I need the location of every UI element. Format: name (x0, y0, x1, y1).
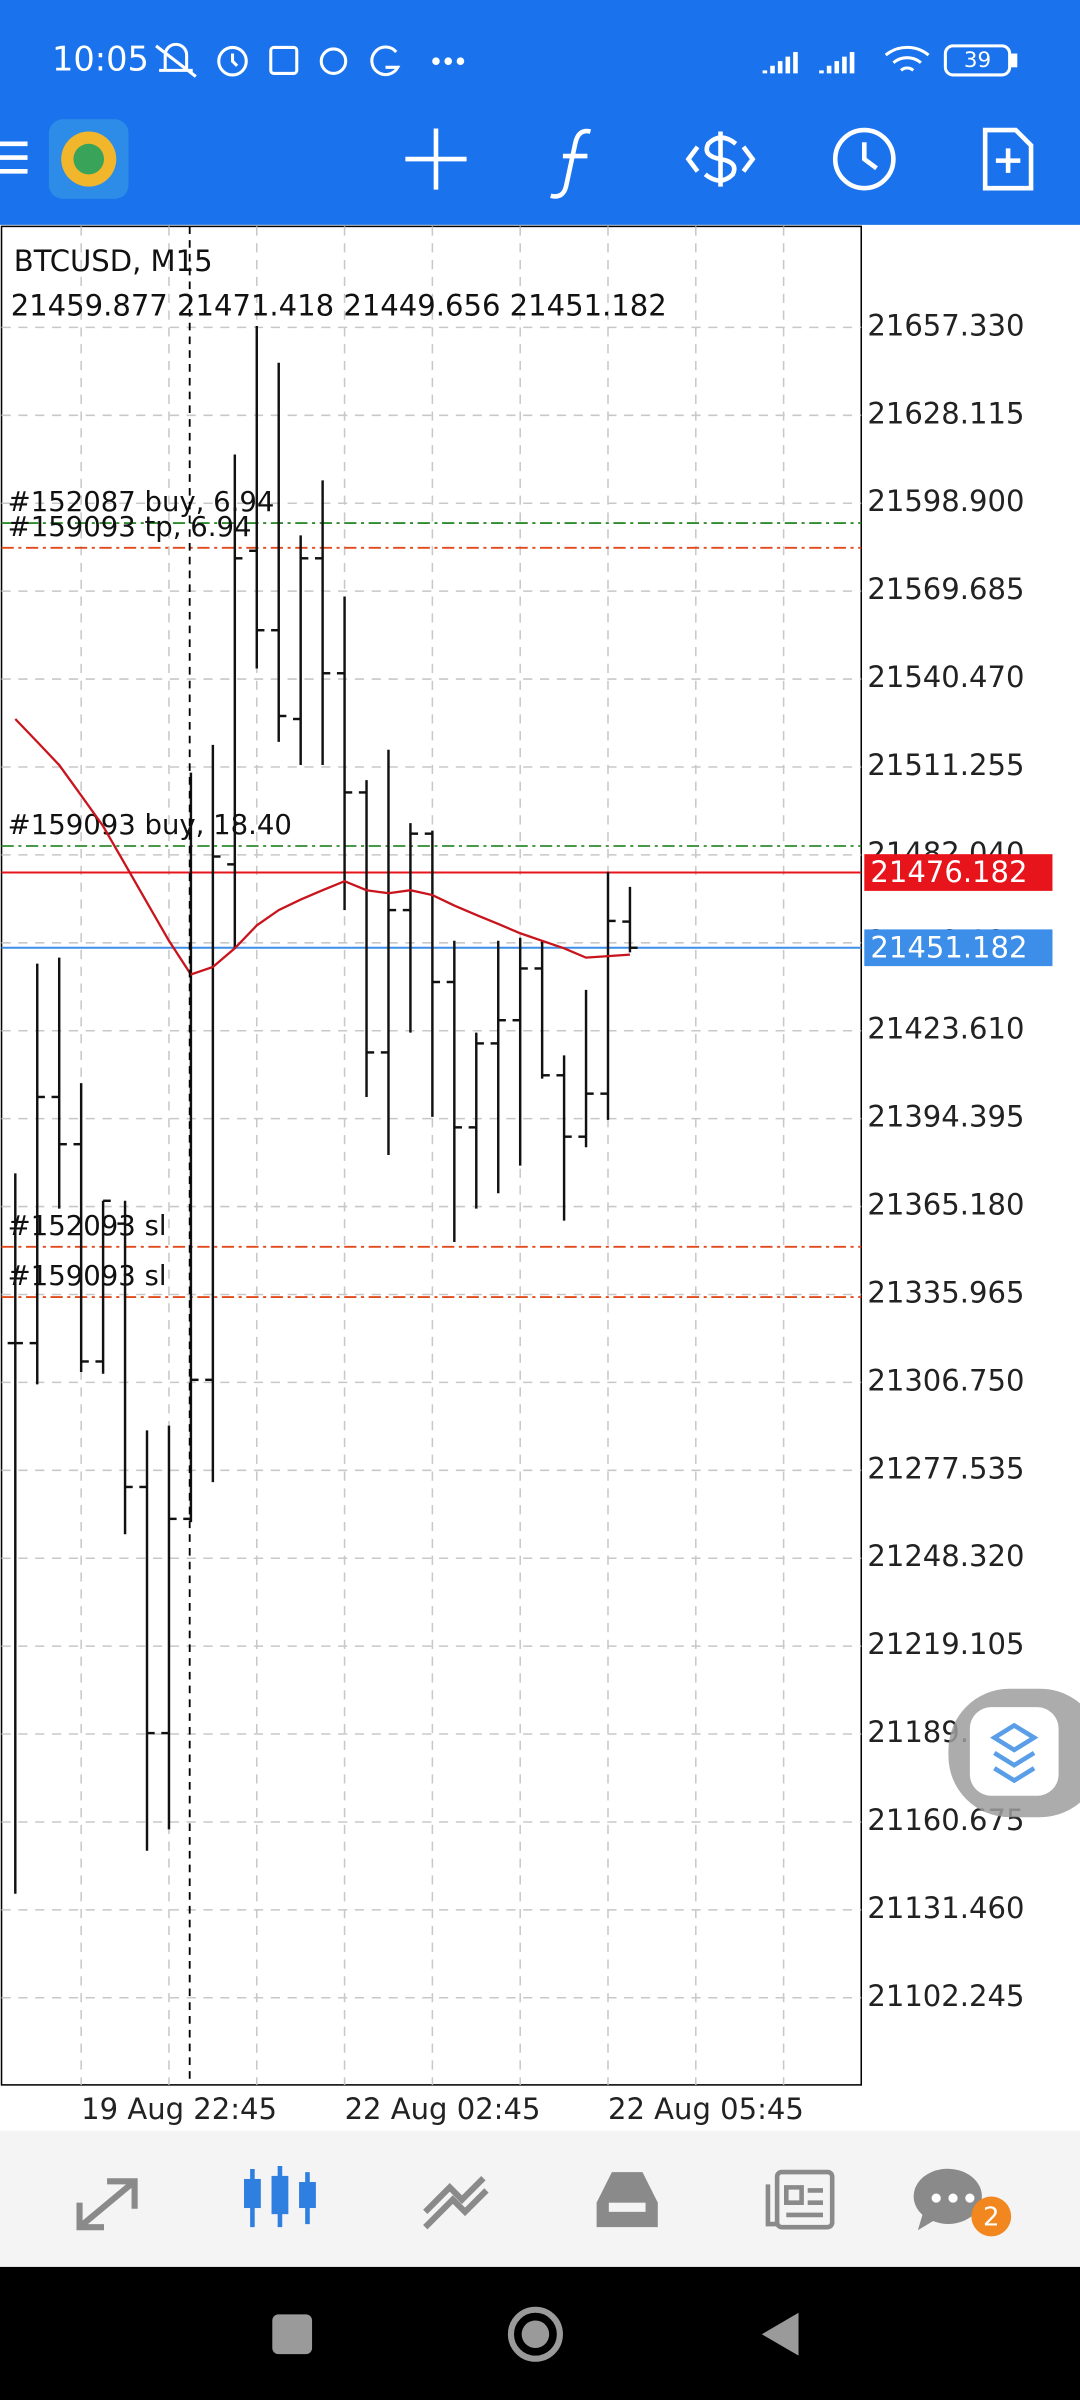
y-tick-label: 21657.330 (867, 308, 1024, 342)
assistant-bubble[interactable] (948, 1688, 1080, 1818)
y-tick-label: 21540.470 (867, 660, 1024, 694)
nav-chat[interactable] (913, 2168, 1012, 2237)
bid-price: 21476.182 (870, 855, 1027, 889)
x-tick-label: 22 Aug 05:45 (608, 2092, 804, 2126)
order-label: #152093 sl (8, 1210, 167, 1242)
ohlc-readout: 21459.877 21471.418 21449.656 21451.182 (11, 288, 667, 322)
nav-chart[interactable] (243, 2165, 316, 2228)
order-label: #159093 buy, 18.40 (8, 809, 292, 841)
toolbar-icons[interactable] (405, 127, 1034, 199)
x-tick-label: 19 Aug 22:45 (81, 2092, 277, 2126)
y-tick-label: 21277.535 (867, 1451, 1024, 1485)
battery-level: 39 (964, 48, 991, 73)
y-tick-label: 21628.115 (867, 396, 1024, 430)
ask-tag (864, 929, 1053, 967)
clock: 10:05 (52, 40, 149, 79)
recents-button[interactable] (272, 2314, 313, 2355)
order-label: #159093 tp, 6.94 (8, 511, 252, 543)
y-tick-label: 21248.320 (867, 1539, 1024, 1573)
y-tick-label: 21335.965 (867, 1275, 1024, 1309)
chart-symbol: BTCUSD, M15 (14, 244, 213, 278)
y-tick-label: 21306.750 (867, 1363, 1024, 1397)
app-logo[interactable] (48, 119, 129, 199)
chart-frame (0, 225, 863, 2086)
x-tick-label: 22 Aug 02:45 (345, 2092, 541, 2126)
y-tick-label: 21219.105 (867, 1627, 1024, 1661)
bottom-nav (0, 2130, 1080, 2267)
nav-quotes[interactable] (76, 2178, 138, 2231)
nav-history[interactable] (596, 2172, 658, 2228)
y-tick-label: 21598.900 (867, 484, 1024, 518)
status-icons (155, 42, 1018, 78)
y-tick-label: 21365.180 (867, 1188, 1024, 1222)
bid-tag (864, 854, 1053, 891)
nav-trade[interactable] (423, 2176, 489, 2230)
nav-news[interactable] (765, 2169, 835, 2230)
y-tick-label: 21423.610 (867, 1012, 1024, 1046)
y-tick-label: 21131.460 (867, 1891, 1024, 1925)
y-tick-label: 21511.255 (867, 748, 1024, 782)
chat-badge: 2 (983, 2202, 1000, 2232)
y-tick-label: 21102.245 (867, 1979, 1024, 2013)
back-button[interactable] (761, 2312, 799, 2356)
order-label: #152087 buy, 6.94 (8, 486, 275, 518)
ask-price: 21451.182 (870, 930, 1027, 964)
y-tick-label: 21394.395 (867, 1100, 1024, 1134)
home-button[interactable] (507, 2306, 563, 2362)
top-bar (0, 0, 1080, 225)
moving-average (14, 718, 631, 976)
menu-button[interactable] (0, 141, 28, 174)
order-label: #159093 sl (8, 1260, 167, 1292)
y-tick-label: 21569.685 (867, 572, 1024, 606)
